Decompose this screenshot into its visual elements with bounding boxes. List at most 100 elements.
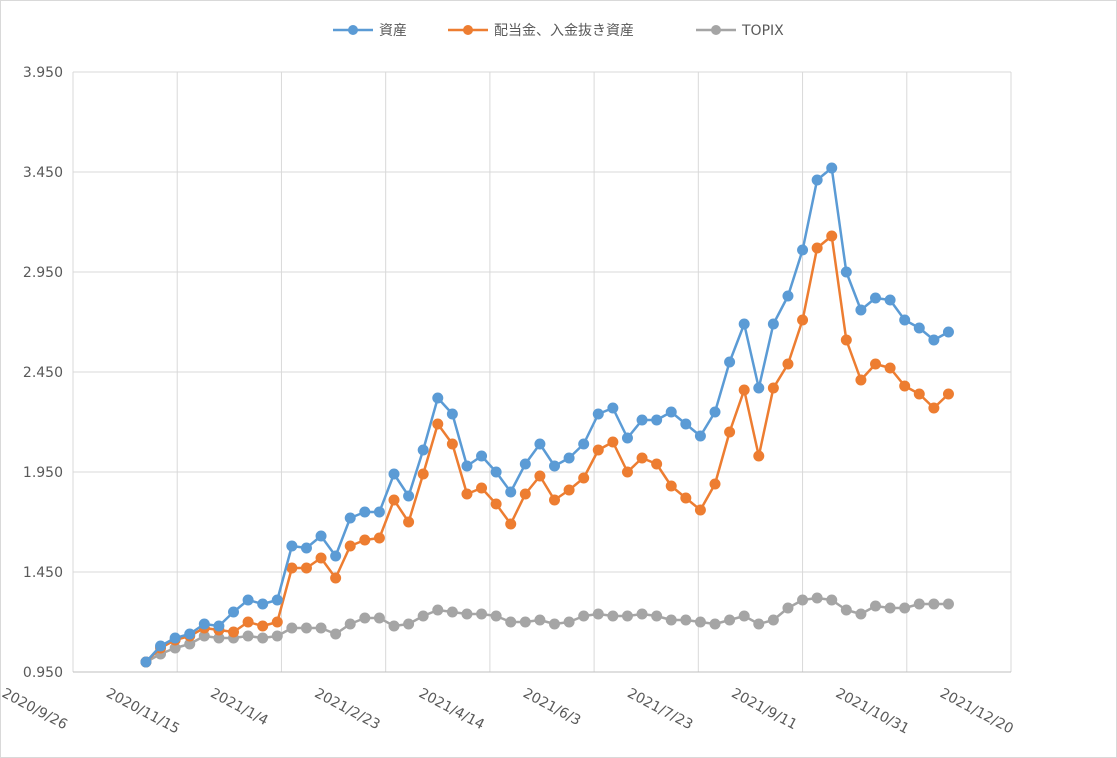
data-point — [840, 334, 852, 346]
data-point — [738, 610, 750, 622]
data-point — [884, 602, 896, 614]
data-point — [870, 600, 882, 612]
data-point — [826, 230, 838, 242]
data-point — [811, 592, 823, 604]
x-tick-label: 2020/11/15 — [103, 685, 182, 737]
data-point — [549, 618, 561, 630]
data-point — [534, 438, 546, 450]
data-point — [169, 632, 181, 644]
x-tick-label: 2021/4/14 — [416, 685, 487, 733]
data-point — [811, 174, 823, 186]
data-point — [928, 402, 940, 414]
data-point — [636, 452, 648, 464]
x-tick-label: 2021/6/3 — [520, 685, 583, 729]
series-line — [145, 166, 950, 663]
data-point — [840, 604, 852, 616]
data-point — [242, 630, 254, 642]
data-point — [680, 418, 692, 430]
data-point — [928, 598, 940, 610]
data-point — [549, 460, 561, 472]
data-point — [213, 620, 225, 632]
data-point — [140, 656, 152, 668]
data-point — [505, 518, 517, 530]
data-point — [344, 512, 356, 524]
data-point — [884, 294, 896, 306]
data-point — [782, 290, 794, 302]
data-point — [344, 540, 356, 552]
data-point — [432, 418, 444, 430]
data-point — [607, 610, 619, 622]
data-point — [694, 616, 706, 628]
data-point — [942, 598, 954, 610]
data-point — [330, 550, 342, 562]
data-point — [519, 616, 531, 628]
data-point — [826, 594, 838, 606]
series-配当金、入金抜き資産 — [140, 230, 954, 668]
data-point — [300, 562, 312, 574]
data-point — [271, 616, 283, 628]
data-point — [738, 384, 750, 396]
data-point — [461, 460, 473, 472]
data-point — [753, 618, 765, 630]
data-point — [490, 498, 502, 510]
data-point — [359, 612, 371, 624]
data-point — [563, 452, 575, 464]
data-point — [446, 408, 458, 420]
data-point — [621, 466, 633, 478]
data-point — [665, 406, 677, 418]
data-point — [519, 458, 531, 470]
x-tick-label: 2021/1/4 — [208, 685, 271, 729]
data-point — [884, 362, 896, 374]
x-tick-label: 2021/10/31 — [833, 685, 912, 737]
legend-label: 資産 — [379, 23, 407, 39]
data-point — [315, 622, 327, 634]
data-point — [476, 482, 488, 494]
data-point — [651, 414, 663, 426]
data-point — [607, 402, 619, 414]
data-point — [607, 436, 619, 448]
data-point — [738, 318, 750, 330]
data-point — [461, 488, 473, 500]
legend: 資産 配当金、入金抜き資産 TOPIX — [333, 23, 784, 39]
data-point — [417, 468, 429, 480]
data-point — [300, 542, 312, 554]
data-point — [403, 490, 415, 502]
data-point — [286, 540, 298, 552]
data-point — [271, 630, 283, 642]
data-point — [417, 444, 429, 456]
data-point — [563, 616, 575, 628]
data-point — [432, 604, 444, 616]
data-point — [913, 388, 925, 400]
y-tick-label: 1.950 — [23, 465, 63, 481]
data-point — [315, 552, 327, 564]
data-point — [257, 632, 269, 644]
data-point — [753, 450, 765, 462]
data-point — [870, 358, 882, 370]
data-point — [403, 618, 415, 630]
data-point — [680, 492, 692, 504]
data-point — [344, 618, 356, 630]
data-point — [840, 266, 852, 278]
data-point — [228, 626, 240, 638]
data-point — [359, 506, 371, 518]
data-point — [942, 388, 954, 400]
data-point — [549, 494, 561, 506]
data-point — [724, 426, 736, 438]
legend-label: TOPIX — [741, 23, 784, 39]
data-point — [184, 628, 196, 640]
data-point — [913, 322, 925, 334]
data-point — [592, 608, 604, 620]
data-point — [651, 610, 663, 622]
data-point — [680, 614, 692, 626]
data-point — [286, 562, 298, 574]
x-tick-label: 2021/12/20 — [937, 685, 1016, 737]
data-point — [403, 516, 415, 528]
data-point — [826, 162, 838, 174]
data-point — [228, 606, 240, 618]
data-point — [330, 572, 342, 584]
data-point — [446, 606, 458, 618]
data-point — [797, 594, 809, 606]
data-point — [476, 608, 488, 620]
x-tick-label: 2021/9/11 — [729, 685, 800, 733]
